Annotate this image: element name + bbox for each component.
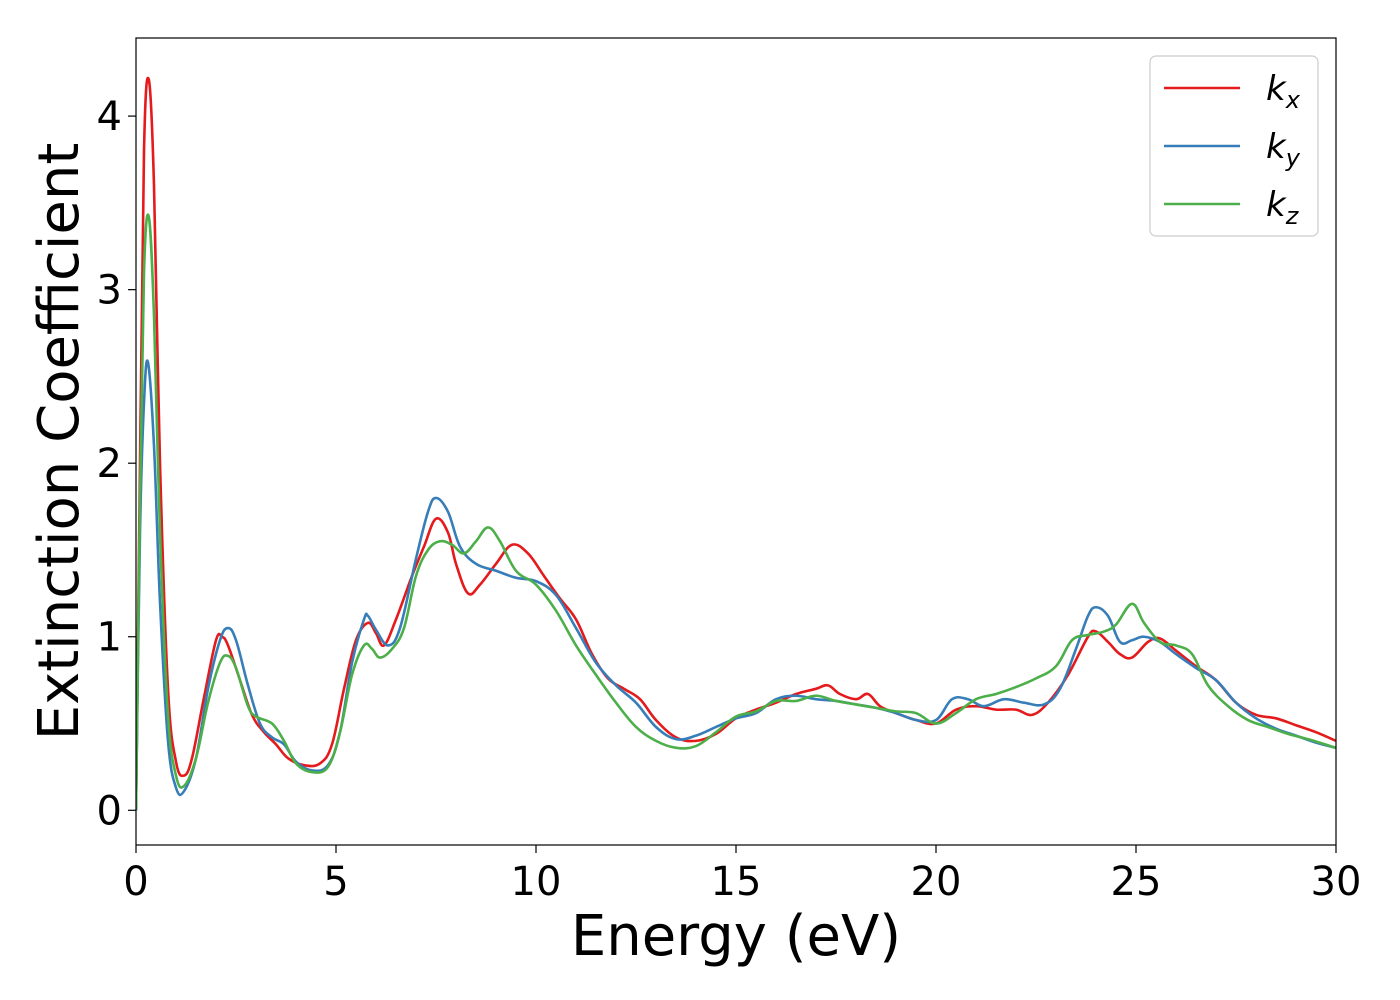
- x-tick-label: 0: [123, 859, 148, 905]
- legend-label-y: ky: [1266, 127, 1301, 172]
- legend-label-z: kz: [1266, 185, 1300, 230]
- x-axis-ticks: 0 5 10 15 20 25 30: [123, 845, 1361, 905]
- series-line-y: [136, 359, 1336, 811]
- x-tick-label: 30: [1311, 859, 1362, 905]
- x-tick-label: 10: [511, 859, 562, 905]
- y-tick-label: 2: [97, 441, 122, 487]
- x-tick-label: 15: [711, 859, 762, 905]
- series-layer: [136, 76, 1336, 811]
- y-tick-label: 0: [97, 788, 122, 834]
- series-line-z: [136, 213, 1336, 811]
- y-tick-label: 1: [97, 615, 122, 661]
- y-axis-ticks: 0 1 2 3 4: [97, 94, 136, 834]
- legend: kx ky kz: [1149, 55, 1319, 237]
- y-tick-label: 3: [97, 268, 122, 314]
- legend-label-x: kx: [1266, 69, 1301, 114]
- x-tick-label: 5: [323, 859, 348, 905]
- series-line-x: [136, 76, 1336, 811]
- x-axis-title: Energy (eV): [571, 904, 901, 969]
- y-axis-title: Extinction Coefficient: [27, 143, 92, 741]
- x-tick-label: 20: [911, 859, 962, 905]
- x-tick-label: 25: [1111, 859, 1162, 905]
- y-tick-label: 4: [97, 94, 122, 140]
